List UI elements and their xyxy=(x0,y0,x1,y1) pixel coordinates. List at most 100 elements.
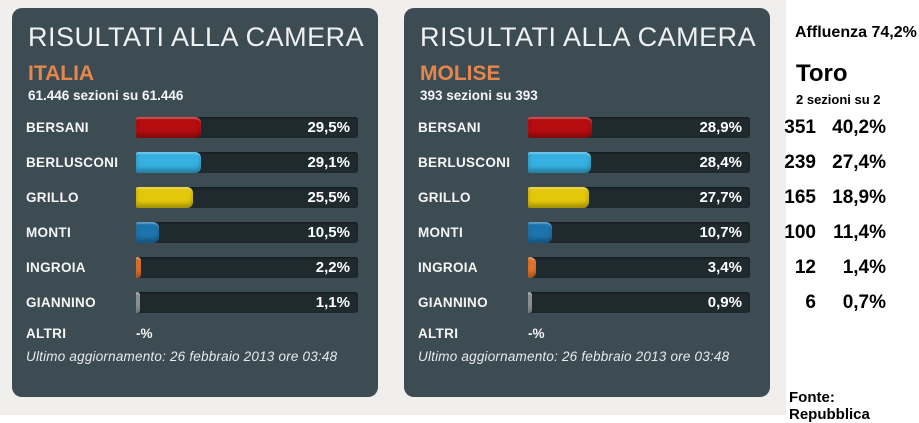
bar-fill xyxy=(136,257,141,278)
candidate-label: GIANNINO xyxy=(418,295,488,310)
bar-fill xyxy=(528,152,592,173)
result-row: INGROIA 3,4% xyxy=(418,250,750,285)
candidate-label: BERLUSCONI xyxy=(26,155,119,170)
bar-fill xyxy=(528,292,532,313)
result-row: MONTI 10,7% xyxy=(418,215,750,250)
altri-row: ALTRI -% xyxy=(418,322,750,344)
result-row: GRILLO 27,7% xyxy=(418,180,750,215)
result-row: BERLUSCONI 28,4% xyxy=(418,145,750,180)
vote-percentage: 27,4% xyxy=(832,151,886,173)
vote-count: 6 xyxy=(805,291,816,313)
bar-track: 0,9% xyxy=(528,292,750,313)
altri-value: -% xyxy=(528,325,545,341)
last-update-text: Ultimo aggiornamento: 26 febbraio 2013 o… xyxy=(418,349,730,364)
altri-label: ALTRI xyxy=(418,325,459,341)
bar-track: 2,2% xyxy=(136,257,358,278)
candidate-label: BERSANI xyxy=(26,120,89,135)
candidate-label: INGROIA xyxy=(26,260,86,275)
bar-chart: BERSANI 28,9% BERLUSCONI 28,4% GRILLO 27,7% MO… xyxy=(418,110,750,320)
bar-track: 1,1% xyxy=(136,292,358,313)
bar-track: 10,7% xyxy=(528,222,750,243)
vote-count: 351 xyxy=(784,116,816,138)
vote-stat-row: 6 0,7% xyxy=(772,285,886,320)
vote-count: 100 xyxy=(784,221,816,243)
region-name: ITALIA xyxy=(28,62,95,85)
result-row: BERSANI 28,9% xyxy=(418,110,750,145)
result-row: GRILLO 25,5% xyxy=(26,180,358,215)
candidate-label: BERSANI xyxy=(418,120,481,135)
altri-label: ALTRI xyxy=(26,325,67,341)
place-sections-count: 2 sezioni su 2 xyxy=(796,92,881,107)
sections-count: 393 sezioni su 393 xyxy=(420,88,538,103)
bar-track: 25,5% xyxy=(136,187,358,208)
bar-fill xyxy=(528,117,593,138)
place-name: Toro xyxy=(796,60,848,87)
candidate-label: MONTI xyxy=(26,225,71,240)
vote-percentage: 1,4% xyxy=(842,256,886,278)
bar-fill xyxy=(136,117,202,138)
bar-fill xyxy=(528,187,590,208)
bar-percentage: 28,9% xyxy=(699,119,742,136)
bar-fill xyxy=(528,257,536,278)
bar-percentage: 29,5% xyxy=(307,119,350,136)
bar-percentage: 28,4% xyxy=(699,154,742,171)
bar-track: 3,4% xyxy=(528,257,750,278)
vote-stat-row: 351 40,2% xyxy=(772,110,886,145)
bar-track: 27,7% xyxy=(528,187,750,208)
source-credit: Fonte: Repubblica xyxy=(789,389,870,423)
bar-fill xyxy=(136,292,140,313)
bar-percentage: 27,7% xyxy=(699,189,742,206)
bar-track: 29,5% xyxy=(136,117,358,138)
results-panel-molise: RISULTATI ALLA CAMERA MOLISE 393 sezioni… xyxy=(404,8,770,397)
result-row: GIANNINO 0,9% xyxy=(418,285,750,320)
bar-percentage: 0,9% xyxy=(707,294,742,311)
altri-row: ALTRI -% xyxy=(26,322,358,344)
results-panel-italia: RISULTATI ALLA CAMERA ITALIA 61.446 sezi… xyxy=(12,8,378,397)
vote-percentage: 40,2% xyxy=(832,116,886,138)
panel-title: RISULTATI ALLA CAMERA xyxy=(420,22,757,52)
vote-stats-table: 351 40,2% 239 27,4% 165 18,9% 100 11,4% 12 1,4% 6 0… xyxy=(772,110,886,320)
candidate-label: GRILLO xyxy=(26,190,79,205)
bar-track: 28,4% xyxy=(528,152,750,173)
bar-fill xyxy=(136,152,201,173)
bar-percentage: 3,4% xyxy=(707,259,742,276)
bar-percentage: 29,1% xyxy=(307,154,350,171)
bar-track: 28,9% xyxy=(528,117,750,138)
vote-percentage: 18,9% xyxy=(832,186,886,208)
result-row: BERLUSCONI 29,1% xyxy=(26,145,358,180)
bar-fill xyxy=(136,222,160,243)
vote-stat-row: 12 1,4% xyxy=(772,250,886,285)
bar-percentage: 2,2% xyxy=(315,259,350,276)
result-row: BERSANI 29,5% xyxy=(26,110,358,145)
sections-count: 61.446 sezioni su 61.446 xyxy=(28,88,184,103)
bar-percentage: 25,5% xyxy=(307,189,350,206)
vote-count: 12 xyxy=(794,256,816,278)
bar-fill xyxy=(528,222,552,243)
last-update-text: Ultimo aggiornamento: 26 febbraio 2013 o… xyxy=(26,349,338,364)
panel-title: RISULTATI ALLA CAMERA xyxy=(28,22,365,52)
bar-percentage: 10,7% xyxy=(699,224,742,241)
candidate-label: GIANNINO xyxy=(26,295,96,310)
region-name: MOLISE xyxy=(420,62,501,85)
bar-track: 29,1% xyxy=(136,152,358,173)
vote-count: 165 xyxy=(784,186,816,208)
result-row: MONTI 10,5% xyxy=(26,215,358,250)
vote-percentage: 11,4% xyxy=(833,221,886,243)
vote-stat-row: 100 11,4% xyxy=(772,215,886,250)
vote-stat-row: 165 18,9% xyxy=(772,180,886,215)
candidate-label: INGROIA xyxy=(418,260,478,275)
bar-chart: BERSANI 29,5% BERLUSCONI 29,1% GRILLO 25,5% MO… xyxy=(26,110,358,320)
bar-percentage: 10,5% xyxy=(307,224,350,241)
bar-track: 10,5% xyxy=(136,222,358,243)
altri-value: -% xyxy=(136,325,153,341)
vote-percentage: 0,7% xyxy=(842,291,886,313)
candidate-label: BERLUSCONI xyxy=(418,155,511,170)
result-row: GIANNINO 1,1% xyxy=(26,285,358,320)
vote-stat-row: 239 27,4% xyxy=(772,145,886,180)
affluenza-label: Affluenza 74,2% xyxy=(795,24,917,41)
candidate-label: GRILLO xyxy=(418,190,471,205)
result-row: INGROIA 2,2% xyxy=(26,250,358,285)
candidate-label: MONTI xyxy=(418,225,463,240)
bar-percentage: 1,1% xyxy=(315,294,350,311)
vote-count: 239 xyxy=(784,151,816,173)
